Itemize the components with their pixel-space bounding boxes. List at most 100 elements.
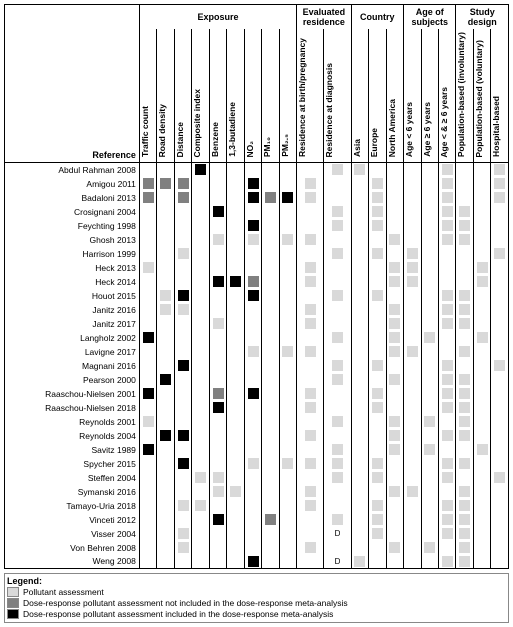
data-cell [369,247,386,261]
data-cell [351,513,368,527]
column-header: Composite index [192,29,209,163]
data-cell [262,443,279,457]
reference-cell: Reynolds 2001 [5,415,140,429]
data-cell [473,163,490,177]
data-cell [491,275,509,289]
data-cell [279,373,296,387]
data-cell [174,247,191,261]
data-cell [473,387,490,401]
data-cell [351,373,368,387]
data-cell [386,373,403,387]
heatmap-table: ReferenceExposureEvaluated residenceCoun… [4,4,509,569]
data-cell [324,177,351,191]
data-cell [473,331,490,345]
data-cell [227,233,244,247]
data-cell [244,415,261,429]
reference-cell: Ghosh 2013 [5,233,140,247]
data-cell [404,485,421,499]
group-header: Evaluated residence [297,5,351,30]
data-cell [244,457,261,471]
data-cell [456,177,473,191]
data-cell [473,513,490,527]
data-cell [139,499,156,513]
data-cell [473,191,490,205]
data-cell [157,359,174,373]
data-cell [192,205,209,219]
data-cell [421,317,438,331]
data-cell [262,513,279,527]
data-cell [192,317,209,331]
data-cell [351,471,368,485]
data-cell [439,247,456,261]
data-cell [421,219,438,233]
data-cell [279,499,296,513]
data-cell [439,471,456,485]
data-cell [244,401,261,415]
data-cell [139,289,156,303]
data-cell [421,429,438,443]
data-cell [192,499,209,513]
data-cell [473,415,490,429]
data-cell [262,261,279,275]
reference-cell: Badaloni 2013 [5,191,140,205]
data-cell [421,401,438,415]
data-cell [421,513,438,527]
data-cell [297,359,324,373]
data-cell [369,191,386,205]
data-cell [439,345,456,359]
data-cell [386,163,403,177]
data-cell [244,499,261,513]
data-cell [404,177,421,191]
data-cell [174,359,191,373]
data-cell [369,443,386,457]
data-cell [439,499,456,513]
data-cell [473,205,490,219]
data-cell [439,373,456,387]
data-cell [421,289,438,303]
data-cell [439,219,456,233]
data-cell [209,555,226,569]
legend-item: Dose-response pollutant assessment not i… [7,598,506,608]
data-cell [227,415,244,429]
group-header: Country [351,5,403,30]
data-cell [227,275,244,289]
data-cell [139,247,156,261]
data-cell [421,163,438,177]
data-cell [324,303,351,317]
data-cell [174,415,191,429]
data-cell [279,191,296,205]
data-cell [369,317,386,331]
data-cell [456,359,473,373]
data-cell [297,401,324,415]
data-cell [386,247,403,261]
data-cell [386,177,403,191]
data-cell [209,331,226,345]
data-cell [351,499,368,513]
data-cell [421,331,438,345]
data-cell [369,359,386,373]
data-cell [279,415,296,429]
data-cell [227,457,244,471]
data-cell [491,513,509,527]
data-cell [404,219,421,233]
data-cell [473,527,490,541]
column-header: Europe [369,29,386,163]
data-cell [139,471,156,485]
data-cell [456,219,473,233]
data-cell [324,317,351,331]
data-cell [473,429,490,443]
data-cell [279,359,296,373]
data-cell [351,457,368,471]
data-cell [456,443,473,457]
data-cell [456,541,473,555]
data-cell [192,527,209,541]
column-header: PM₁₀ [262,29,279,163]
data-cell [473,555,490,569]
data-cell [421,387,438,401]
data-cell [157,163,174,177]
data-cell [174,275,191,289]
data-cell [421,247,438,261]
data-cell [157,457,174,471]
data-cell [157,485,174,499]
data-cell [473,401,490,415]
